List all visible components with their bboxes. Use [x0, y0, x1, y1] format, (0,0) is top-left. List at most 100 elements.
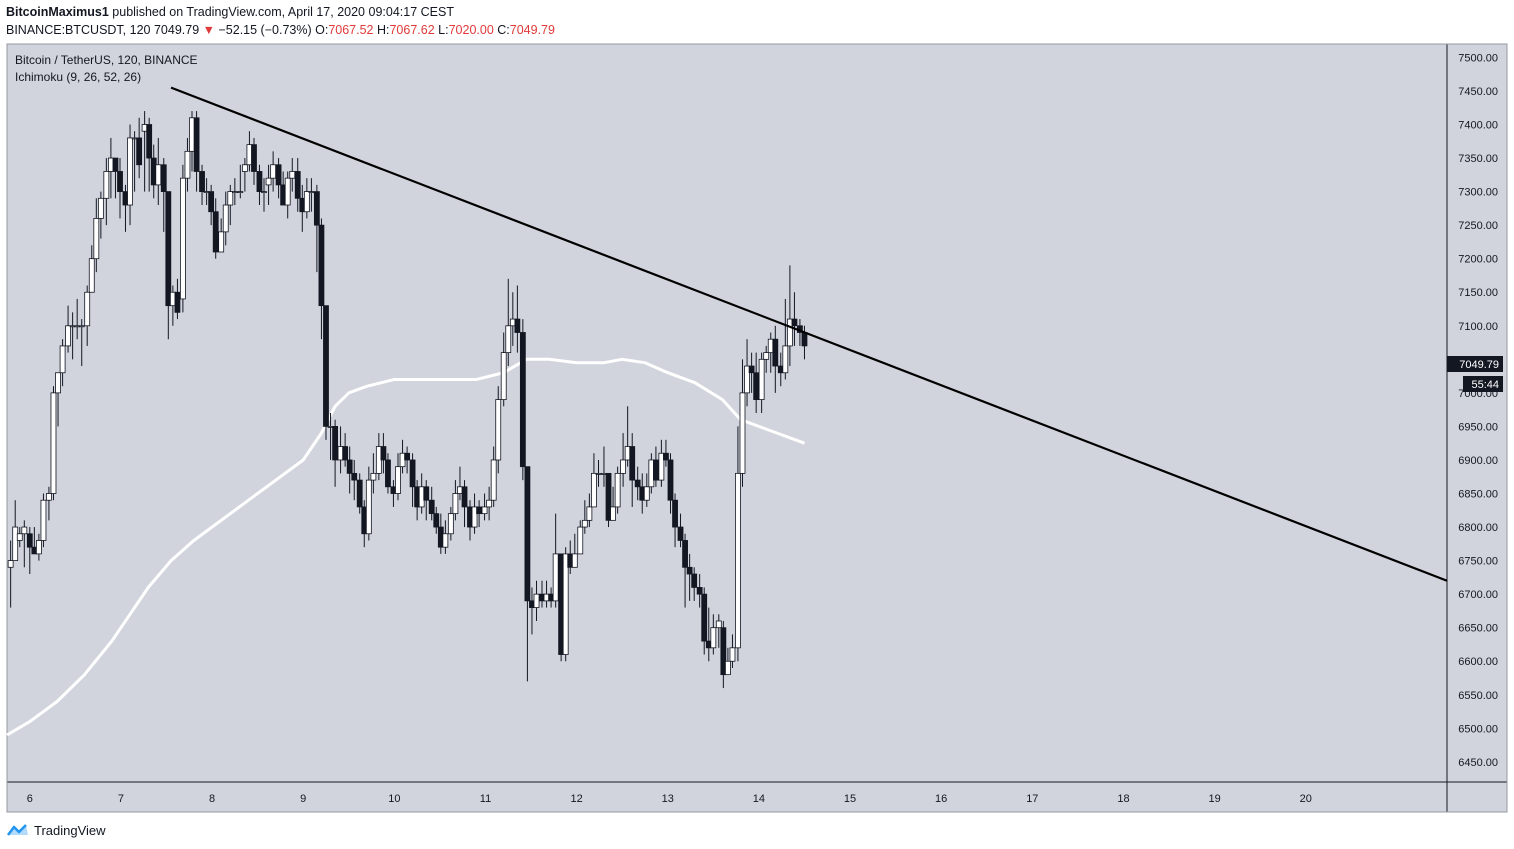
bull-candle	[65, 305, 71, 353]
bear-candle	[26, 527, 33, 575]
low-label: L:	[438, 23, 449, 37]
y-tick-label: 7350.00	[1458, 153, 1498, 165]
bull-candle	[78, 319, 85, 367]
candle-body	[586, 506, 593, 521]
candle-body	[682, 540, 688, 568]
bull-candle	[562, 547, 569, 662]
bull-candle	[88, 245, 95, 293]
bear-candle	[193, 111, 200, 192]
bear-candle	[696, 574, 703, 608]
bear-candle	[385, 453, 391, 494]
high-value: 7067.62	[389, 23, 435, 37]
y-tick-label: 6700.00	[1458, 589, 1498, 601]
author-name[interactable]: BitcoinMaximus1	[6, 5, 109, 19]
bull-candle	[581, 500, 588, 534]
candle-body	[35, 540, 42, 555]
candle-body	[212, 211, 219, 253]
bull-candle	[533, 580, 540, 621]
candle-body	[571, 553, 578, 568]
candle-body	[428, 499, 435, 515]
bear-candle	[199, 164, 205, 206]
candle-body	[672, 499, 678, 528]
candle-body	[303, 191, 310, 213]
candle-body	[562, 553, 569, 655]
trendline-group[interactable]	[170, 86, 1448, 582]
y-tick-label: 6650.00	[1458, 623, 1498, 635]
bull-candle	[241, 158, 248, 192]
bear-candle	[351, 459, 358, 501]
candle-body	[117, 171, 123, 193]
bull-candle	[84, 285, 91, 346]
bull-candle	[289, 158, 296, 192]
candle-body	[524, 466, 531, 602]
candle-body	[763, 352, 770, 360]
candle-body	[365, 479, 372, 535]
tradingview-brand[interactable]: TradingView	[6, 822, 106, 838]
bull-candle	[103, 158, 110, 226]
y-tick-label: 6900.00	[1458, 455, 1498, 467]
publish-info: BitcoinMaximus1 published on TradingView…	[6, 5, 454, 19]
x-tick-label: 14	[753, 793, 765, 805]
candle-body	[663, 452, 669, 461]
bear-candle	[423, 480, 430, 521]
candle-body	[59, 345, 66, 374]
candle-body	[165, 191, 172, 307]
candle-body	[356, 479, 363, 508]
candle-body	[404, 452, 411, 461]
time-axis[interactable]	[7, 782, 1507, 812]
bull-candle	[270, 151, 277, 192]
candle-body	[93, 218, 100, 260]
high-label: H:	[376, 23, 390, 37]
bull-candle	[21, 520, 28, 568]
candle-body	[786, 318, 793, 347]
bull-candle	[471, 493, 478, 534]
x-tick-label: 13	[662, 793, 674, 805]
bull-candle	[35, 533, 42, 561]
bear-candle	[428, 486, 435, 521]
bull-candle	[284, 171, 291, 219]
bear-candle	[672, 493, 678, 548]
x-tick-label: 10	[388, 793, 400, 805]
candle-body	[261, 191, 267, 194]
candle-body	[385, 459, 391, 488]
bull-candle	[710, 614, 717, 655]
candle-body	[490, 459, 497, 501]
candle-body	[677, 526, 684, 541]
candle-body	[476, 506, 483, 515]
candle-body	[552, 553, 559, 602]
open-value: 7067.52	[328, 23, 374, 37]
candle-body	[237, 191, 244, 194]
y-tick-label: 7200.00	[1458, 254, 1498, 266]
bull-candle	[46, 486, 52, 521]
candle-body	[533, 593, 540, 608]
bull-candle	[261, 178, 267, 212]
candle-body	[7, 560, 14, 568]
candle-body	[179, 177, 186, 300]
x-tick-label: 6	[27, 793, 33, 805]
bull-candle	[127, 124, 133, 226]
candlestick-series	[7, 111, 808, 689]
bull-candle	[237, 164, 244, 199]
chart-border	[6, 43, 1508, 813]
bull-candle	[620, 433, 627, 487]
candle-body	[160, 164, 167, 193]
y-tick-label: 7400.00	[1458, 120, 1498, 132]
bull-candle	[495, 386, 502, 474]
candle-body	[744, 365, 750, 394]
bull-candle	[500, 332, 507, 407]
y-tick-label: 6450.00	[1458, 757, 1498, 769]
candle-body	[284, 177, 291, 206]
candle-body	[653, 459, 659, 481]
bear-candle	[313, 184, 320, 273]
price-axis[interactable]	[1447, 44, 1507, 782]
bull-candle	[577, 520, 584, 555]
x-tick-label: 18	[1117, 793, 1129, 805]
x-tick-label: 19	[1208, 793, 1220, 805]
bull-candle	[12, 500, 19, 562]
bull-candle	[308, 178, 315, 212]
candle-body	[500, 352, 507, 400]
legend-indicator[interactable]: Ichimoku (9, 26, 52, 26)	[15, 70, 141, 84]
candle-body	[256, 171, 263, 193]
y-tick-labels: 6450.00 6500.00 6550.00 6600.00 6650.00 6700.…	[1458, 52, 1498, 768]
